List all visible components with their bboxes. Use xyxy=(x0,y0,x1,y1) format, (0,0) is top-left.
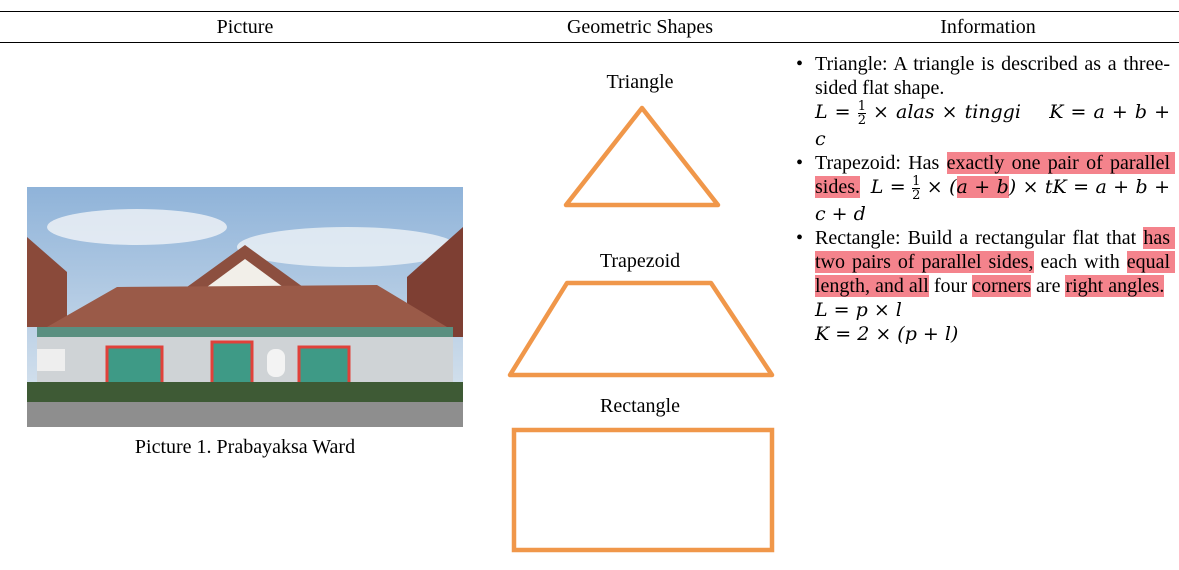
photo-caption: Picture 1. Prabayaksa Ward xyxy=(134,436,356,458)
information-list: Triangle: A triangle is described as a t… xyxy=(790,52,1175,346)
shape-label: Triangle xyxy=(606,71,674,93)
fraction-den: 2 xyxy=(857,113,866,128)
top-rule xyxy=(0,11,1179,12)
header-cell: Geometric Shapes xyxy=(566,16,714,38)
formula: L = xyxy=(815,101,858,124)
text: each with xyxy=(1033,251,1127,273)
text: Rectangle: Build a rectangular flat that xyxy=(815,227,1144,249)
info-block: Triangle: A triangle is described as a t… xyxy=(815,52,1170,100)
fraction-den: 2 xyxy=(912,188,921,203)
text: four xyxy=(928,275,973,297)
info-block: Rectangle: Build a rectangular flat that… xyxy=(815,226,1175,298)
text xyxy=(860,176,871,198)
info-block: K = 2 × (p + l) xyxy=(815,322,1170,346)
formula: × alas × tinggi K = a + b + c xyxy=(815,101,1177,150)
formula: a + b xyxy=(956,176,1009,199)
info-item: Trapezoid: Has exactly one pair of paral… xyxy=(790,151,1175,226)
info-item: Rectangle: Build a rectangular flat that… xyxy=(790,226,1175,346)
text: right angles. xyxy=(1065,275,1165,297)
text: are xyxy=(1031,275,1066,297)
photo xyxy=(27,187,463,427)
fraction-num: 1 xyxy=(912,174,921,189)
header-cell: Information xyxy=(940,16,1036,38)
formula: K = 2 × (p + l) xyxy=(815,323,959,345)
triangle xyxy=(563,105,721,208)
text: Trapezoid: Has xyxy=(815,152,947,174)
formula: ) × tK = a + b + c + d xyxy=(815,176,1177,225)
info-block: Trapezoid: Has exactly one pair of paral… xyxy=(815,151,1175,226)
info-block: L = p × l xyxy=(815,298,1170,322)
text: corners xyxy=(972,275,1032,297)
formula: L = p × l xyxy=(815,299,902,321)
fraction-num: 1 xyxy=(857,99,866,114)
text: Triangle: A triangle is described as a t… xyxy=(815,53,1170,99)
header-cell: Picture xyxy=(216,16,274,38)
rectangle xyxy=(511,427,775,553)
header-rule xyxy=(0,42,1179,43)
shape-drawings xyxy=(507,105,775,553)
info-item: Triangle: A triangle is described as a t… xyxy=(790,52,1170,151)
formula: × ( xyxy=(920,176,957,199)
shape-label: Trapezoid xyxy=(599,250,681,272)
formula: L = xyxy=(870,176,913,199)
shape-label: Rectangle xyxy=(600,395,680,417)
trapezoid xyxy=(507,280,775,378)
